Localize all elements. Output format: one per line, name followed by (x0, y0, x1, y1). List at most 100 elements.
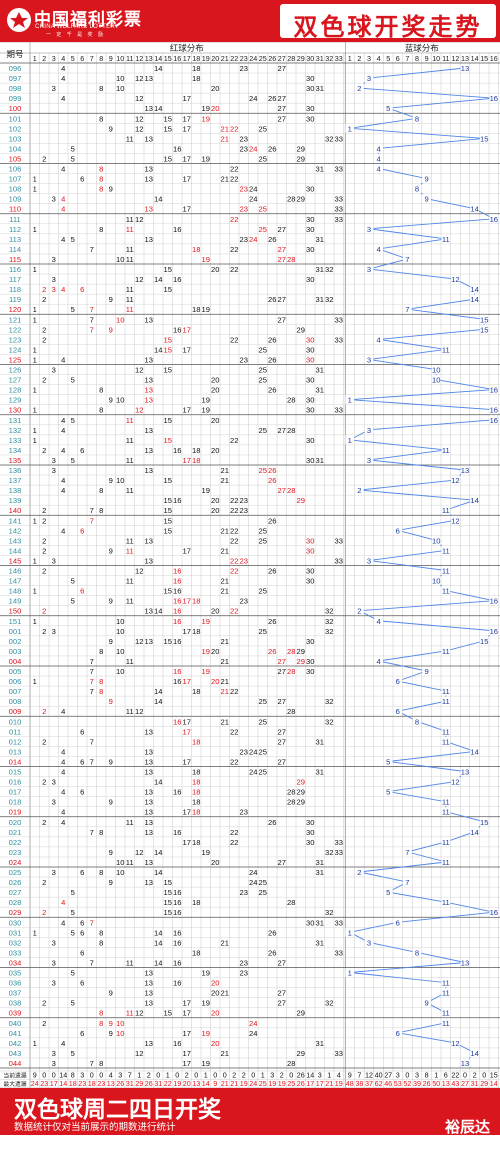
red-ball-number: 12 (135, 637, 143, 646)
red-ball-number: 32 (325, 908, 333, 917)
red-ball-number: 28 (287, 898, 295, 907)
red-ball-number: 13 (145, 315, 153, 324)
blue-ball-number: 2 (357, 84, 361, 93)
red-ball-number: 31 (316, 858, 324, 867)
red-ball-number: 4 (61, 74, 65, 83)
red-stat-value: 14 (306, 1071, 314, 1080)
red-stat-value: 18 (88, 1079, 96, 1088)
issue-number: 139 (9, 496, 22, 505)
blue-ball-bg (412, 947, 422, 957)
blue-ball-bg (441, 897, 451, 907)
red-ball-number: 9 (109, 637, 113, 646)
blue-ball-number: 5 (386, 104, 390, 113)
red-ball-number: 27 (278, 657, 286, 666)
blue-ball-number: 11 (442, 898, 450, 907)
red-stat-value: 21 (325, 1079, 333, 1088)
blue-ball-bg (355, 867, 364, 877)
red-stat-value: 21 (316, 1087, 324, 1088)
red-stat-value: 21 (230, 1087, 238, 1088)
red-ball-number: 23 (240, 235, 248, 244)
red-ball-number: 26 (268, 948, 276, 957)
red-ball-number: 17 (183, 406, 191, 415)
red-ball-number: 19 (202, 396, 210, 405)
red-ball-number: 13 (145, 466, 153, 475)
red-ball-number: 13 (145, 878, 153, 887)
red-ball-number: 4 (61, 426, 65, 435)
red-ball-number: 26 (268, 516, 276, 525)
red-ball-number: 21 (221, 466, 229, 475)
red-ball-number: 26 (268, 355, 276, 364)
red-ball-number: 3 (52, 275, 56, 284)
red-ball-number: 18 (192, 808, 200, 817)
red-ball-number: 11 (126, 245, 134, 254)
red-ball-number: 4 (61, 205, 65, 214)
red-stat-value: 14 (202, 1079, 210, 1088)
red-ball-number: 33 (335, 556, 343, 565)
red-ball-number: 29 (297, 1049, 305, 1058)
blue-column-number: 13 (461, 54, 469, 63)
red-ball-number: 3 (52, 798, 56, 807)
issue-number: 025 (9, 868, 22, 877)
red-ball-number: 2 (42, 325, 46, 334)
blue-ball-number: 8 (415, 948, 419, 957)
red-ball-number: 9 (109, 185, 113, 194)
red-ball-number: 17 (183, 546, 191, 555)
red-ball-number: 30 (306, 335, 314, 344)
red-ball-number: 4 (61, 64, 65, 73)
blue-ball-bg (345, 123, 355, 133)
red-column-number: 26 (268, 54, 276, 63)
red-ball-number: 1 (33, 1039, 37, 1048)
red-ball-number: 1 (33, 305, 37, 314)
red-ball-number: 2 (42, 376, 46, 385)
blue-ball-number: 11 (442, 697, 450, 706)
issue-number: 033 (9, 948, 22, 957)
red-ball-number: 16 (173, 446, 181, 455)
red-ball-number: 15 (164, 878, 172, 887)
red-ball-number: 12 (135, 406, 143, 415)
red-ball-number: 4 (61, 486, 65, 495)
red-ball-number: 11 (126, 456, 134, 465)
red-ball-number: 13 (145, 818, 153, 827)
red-ball-number: 16 (173, 908, 181, 917)
red-ball-number: 16 (173, 496, 181, 505)
red-ball-number: 31 (316, 938, 324, 947)
red-ball-number: 9 (109, 597, 113, 606)
blue-stat-value: 40 (375, 1071, 383, 1080)
red-ball-number: 8 (99, 486, 103, 495)
red-ball-number: 25 (259, 627, 267, 636)
blue-ball-number: 15 (480, 637, 488, 646)
red-stat-value: 16 (31, 1087, 39, 1088)
red-ball-number: 4 (61, 526, 65, 535)
red-ball-number: 16 (173, 1039, 181, 1048)
red-ball-number: 20 (211, 979, 219, 988)
red-ball-number: 4 (61, 1039, 65, 1048)
issue-number: 001 (9, 627, 22, 636)
red-stat-value: 11 (117, 1087, 124, 1088)
red-ball-number: 1 (33, 426, 37, 435)
red-ball-number: 8 (99, 1059, 103, 1068)
red-ball-number: 2 (42, 627, 46, 636)
issue-number: 137 (9, 476, 22, 485)
red-column-number: 2 (42, 54, 46, 63)
blue-ball-number: 14 (470, 828, 478, 837)
red-ball-number: 1 (33, 587, 37, 596)
red-ball-number: 13 (145, 747, 153, 756)
red-ball-number: 23 (240, 969, 248, 978)
blue-ball-number: 11 (442, 546, 450, 555)
blue-ball-bg (345, 968, 355, 978)
blue-ball-number: 14 (470, 747, 478, 756)
blue-ball-bg (460, 1058, 470, 1068)
red-ball-number: 15 (164, 345, 172, 354)
red-ball-number: 23 (240, 808, 248, 817)
red-ball-number: 26 (268, 476, 276, 485)
red-stat-value: 19 (268, 1079, 276, 1088)
red-stat-value: 13 (97, 1087, 105, 1088)
issue-number: 098 (9, 84, 22, 93)
blue-ball-number: 8 (415, 185, 419, 194)
blue-ball-number: 13 (461, 64, 469, 73)
red-stat-value: 26 (116, 1079, 124, 1088)
red-ball-number: 18 (192, 778, 200, 787)
red-column-number: 5 (71, 54, 75, 63)
red-ball-number: 29 (297, 657, 305, 666)
red-ball-number: 17 (183, 808, 191, 817)
